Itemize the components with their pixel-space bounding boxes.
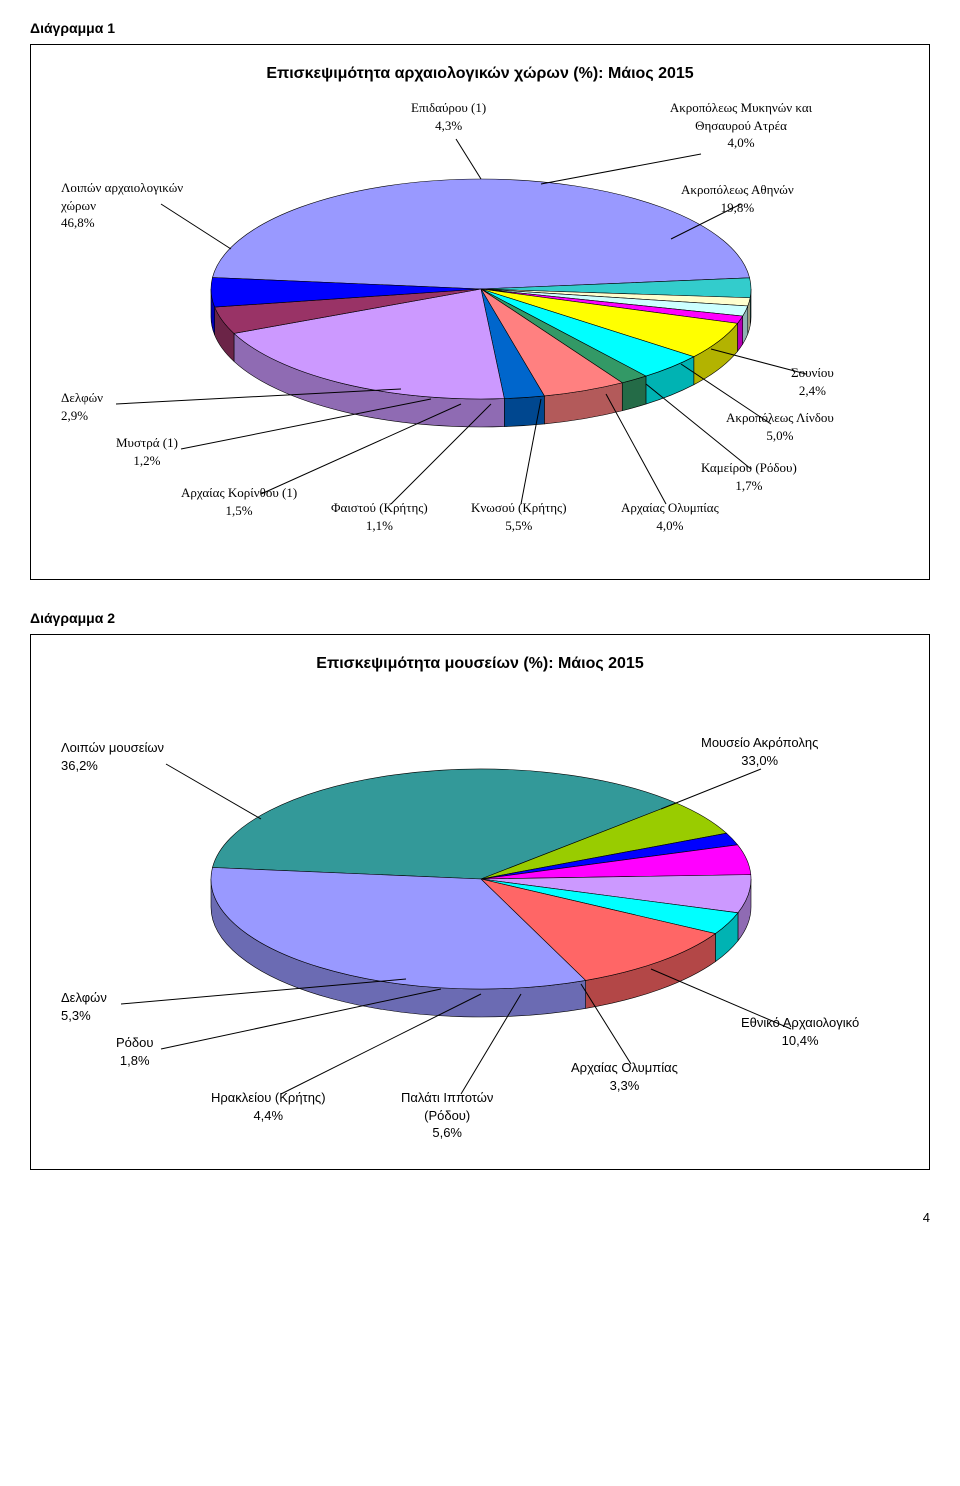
diagram1-label: Διάγραμμα 1	[30, 20, 930, 36]
d2-label-rhodes: Ρόδου1,8%	[116, 1034, 153, 1069]
d1-label-knossos: Κνωσού (Κρήτης)5,5%	[471, 499, 567, 534]
page-number: 4	[30, 1210, 930, 1225]
diagram2-label: Διάγραμμα 2	[30, 610, 930, 626]
d1-label-mycenae: Ακροπόλεως Μυκηνών και Θησαυρού Ατρέα4,0…	[641, 99, 841, 152]
d2-label-olympia2: Αρχαίας Ολυμπίας3,3%	[571, 1059, 678, 1094]
d1-label-sounion: Σουνίου2,4%	[791, 364, 834, 399]
d2-label-palace: Παλάτι Ιπποτών(Ρόδου)5,6%	[401, 1089, 493, 1142]
d1-label-other: Λοιπών αρχαιολογικώνχώρων46,8%	[61, 179, 183, 232]
diagram2-chart-box: Επισκεψιμότητα μουσείων (%): Μάιος 2015 …	[30, 634, 930, 1170]
d1-label-delphi: Δελφών2,9%	[61, 389, 103, 424]
d1-label-corinth: Αρχαίας Κορίνθου (1)1,5%	[181, 484, 297, 519]
d2-label-acropolis: Μουσείο Ακρόπολης33,0%	[701, 734, 818, 769]
d1-label-phaistos: Φαιστού (Κρήτης)1,1%	[331, 499, 428, 534]
d2-label-delphi2: Δελφών5,3%	[61, 989, 107, 1024]
diagram1-chart-box: Επισκεψιμότητα αρχαιολογικών χώρων (%): …	[30, 44, 930, 580]
d1-label-athens: Ακροπόλεως Αθηνών19,8%	[681, 181, 794, 216]
diagram2-chart-area: Λοιπών μουσείων36,2% Μουσείο Ακρόπολης33…	[61, 689, 899, 1129]
d1-label-lindos: Ακροπόλεως Λίνδου5,0%	[726, 409, 834, 444]
d1-label-epidaurus: Επιδαύρου (1)4,3%	[411, 99, 486, 134]
d1-label-mystras: Μυστρά (1)1,2%	[116, 434, 178, 469]
d2-label-national: Εθνικό Αρχαιολογικό10,4%	[741, 1014, 859, 1049]
diagram2-title: Επισκεψιμότητα μουσείων (%): Μάιος 2015	[61, 655, 899, 673]
diagram1-chart-area: Λοιπών αρχαιολογικώνχώρων46,8% Επιδαύρου…	[61, 99, 899, 539]
d1-label-olympia: Αρχαίας Ολυμπίας4,0%	[621, 499, 719, 534]
d2-label-other: Λοιπών μουσείων36,2%	[61, 739, 164, 774]
d2-label-heraklion: Ηρακλείου (Κρήτης)4,4%	[211, 1089, 326, 1124]
diagram1-title: Επισκεψιμότητα αρχαιολογικών χώρων (%): …	[61, 65, 899, 83]
d1-label-kameiros: Καμείρου (Ρόδου)1,7%	[701, 459, 797, 494]
